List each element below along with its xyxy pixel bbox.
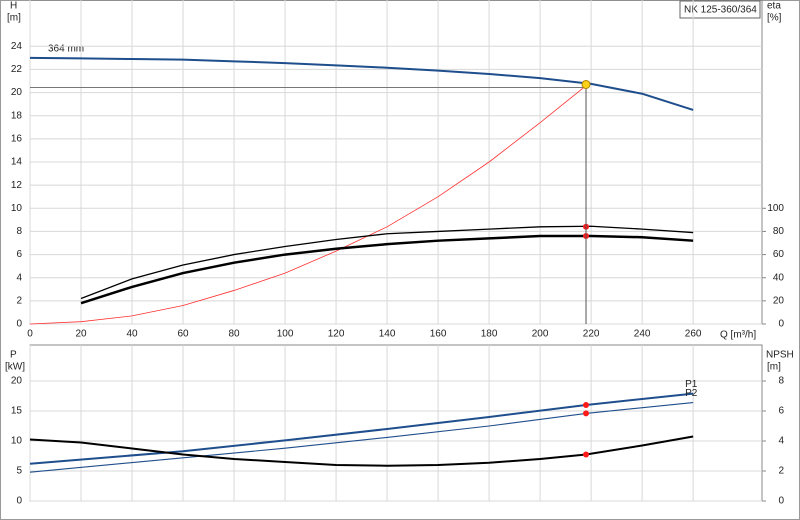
y-tick-label: 10: [11, 436, 23, 447]
curve: [80, 234, 694, 305]
x-tick-label: 120: [328, 329, 345, 340]
y2-axis-unit: [m]: [767, 362, 781, 373]
x-tick-label: 220: [583, 329, 600, 340]
x-tick-label: 60: [177, 329, 189, 340]
x-tick-label: 240: [634, 329, 651, 340]
curve: [80, 225, 694, 300]
series-label: P2: [685, 388, 698, 399]
annotation: 364 mm: [48, 44, 84, 55]
y-tick-label: 8: [16, 226, 22, 237]
y2-tick-label: 80: [773, 226, 785, 237]
operating-point: [583, 402, 590, 408]
x-tick-label: 40: [126, 329, 138, 340]
y-tick-label: 2: [16, 295, 22, 306]
y2-tick-label: 20: [773, 295, 785, 306]
y2-tick-label: 8: [778, 376, 784, 387]
x-tick-label: 140: [379, 329, 396, 340]
y-tick-label: 0: [16, 319, 22, 330]
y-tick-label: 24: [11, 41, 23, 52]
y-tick-label: 22: [11, 64, 23, 75]
operating-point: [581, 79, 591, 89]
x-tick-label: 20: [75, 329, 87, 340]
y-tick-label: 12: [11, 180, 23, 191]
y-tick-label: 4: [16, 272, 22, 283]
curve: [29, 85, 587, 325]
x-tick-label: 200: [532, 329, 549, 340]
operating-point: [583, 451, 590, 458]
y2-axis-unit: [%]: [767, 13, 782, 24]
y-axis-unit: [m]: [7, 13, 21, 24]
x-axis-title: Q [m³/h]: [720, 330, 756, 341]
x-tick-label: 180: [481, 329, 498, 340]
y2-axis-title: eta: [767, 1, 781, 12]
y-tick-label: 20: [11, 376, 23, 387]
chart-title: NK 125-360/364: [684, 5, 757, 16]
x-tick-label: 260: [685, 329, 702, 340]
y2-tick-label: 4: [778, 436, 784, 447]
title-box: [679, 0, 761, 19]
y2-tick-label: 6: [778, 406, 784, 417]
x-tick-label: 80: [228, 329, 240, 340]
y-tick-label: 16: [11, 133, 23, 144]
operating-point: [583, 410, 590, 417]
x-tick-label: 100: [277, 329, 294, 340]
series-label: P1: [685, 379, 698, 390]
curve: [29, 435, 694, 467]
y-tick-label: 20: [11, 87, 23, 98]
y2-axis-title: NPSH: [766, 350, 794, 361]
y2-tick-label: 2: [778, 466, 784, 477]
y-tick-label: 15: [11, 406, 23, 417]
y-tick-label: 6: [16, 249, 22, 260]
y2-tick-label: 60: [773, 249, 785, 260]
y-axis-title: P: [10, 350, 17, 361]
x-tick-label: 0: [27, 329, 33, 340]
x-tick-label: 160: [430, 329, 447, 340]
y2-tick-label: 100: [767, 203, 784, 214]
y-axis-title: H: [10, 1, 17, 12]
y2-tick-label: 0: [778, 319, 784, 330]
y2-tick-label: 0: [778, 496, 784, 507]
y-tick-label: 10: [11, 203, 23, 214]
y-tick-label: 18: [11, 110, 23, 121]
y-axis-unit: [kW]: [5, 362, 25, 373]
y-tick-label: 14: [11, 157, 23, 168]
y2-tick-label: 40: [773, 272, 785, 283]
y-tick-label: 5: [16, 466, 22, 477]
y-tick-label: 0: [16, 496, 22, 507]
